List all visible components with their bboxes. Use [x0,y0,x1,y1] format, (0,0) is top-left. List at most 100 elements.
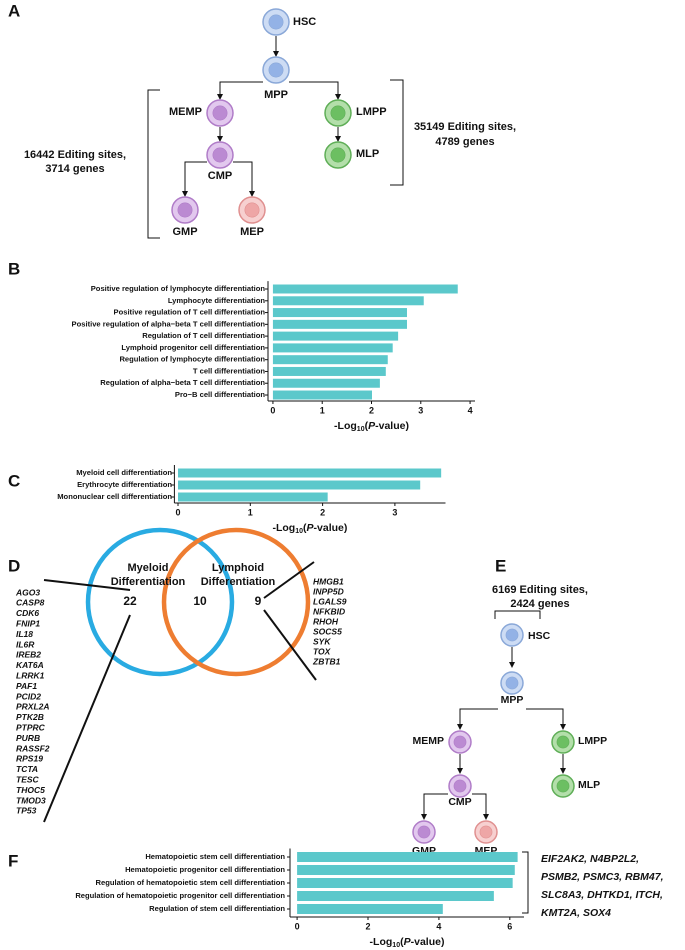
gene: RPS19 [16,754,43,764]
category-label: Regulation of lymphocyte differentiation [119,355,265,364]
gene-list: SLC8A3, DHTKD1, ITCH, [541,889,663,901]
gene: TMOD3 [16,795,46,805]
edge [182,161,207,197]
category-label: Hematopoietic progenitor cell differenti… [125,865,285,874]
bar [272,331,399,341]
category-label: Regulation of stem cell differentiation [149,904,285,913]
gene: IREB2 [16,650,41,660]
edge [472,793,489,820]
cell-nucleus [212,147,228,163]
gene: KAT6A [16,660,44,670]
bar [272,355,388,365]
panel-label: A [8,1,20,20]
panel-label: C [8,471,20,490]
cell-nucleus [268,62,284,78]
gene: PURB [16,733,40,743]
gene: TESC [16,774,40,784]
gene: RASSF2 [16,743,50,753]
category-label: Positive regulation of T cell differenti… [114,308,266,317]
cell-nucleus [177,202,193,218]
cell-nucleus [268,14,284,30]
gene: PRXL2A [16,702,50,712]
gene: HMGB1 [313,576,344,586]
panel-label: D [8,556,20,575]
edge [233,161,255,197]
set-count: 22 [123,594,137,608]
cell-nucleus [479,825,493,839]
connector [263,561,315,599]
category-label: Lymphocyte differentiation [168,296,266,305]
bar [297,865,515,875]
x-axis-label-part: ( [400,936,404,948]
venn-lymphoid [161,527,311,677]
x-tick-label: 2 [365,921,370,931]
cell-label: CMP [448,796,471,808]
gene: NFKBID [313,606,345,616]
cell-label: MLP [578,779,600,791]
x-axis-label-part: -Log [272,522,295,534]
gene: INPP5D [313,586,344,596]
x-axis-label-part: -Log [370,936,393,948]
category-label: Regulation of T cell differentiation [142,331,265,340]
x-axis-label-part: -value) [375,420,409,432]
category-label: Hematopoietic stem cell differentiation [145,852,285,861]
gene: SOCS5 [313,626,342,636]
cell-nucleus [453,735,467,749]
bracket [147,89,160,239]
annotation: 3714 genes [45,163,104,175]
category-label: Regulation of hematopoietic progenitor c… [75,891,285,900]
bar [297,878,513,888]
x-tick-label: 3 [392,507,397,517]
cell-label: MPP [264,89,288,101]
x-tick-label: 0 [295,921,300,931]
cell-label: GMP [172,226,197,238]
gene: IL18 [16,629,33,639]
bracket [522,851,529,914]
gene: PTK2B [16,712,44,722]
x-tick-label: 4 [436,921,441,931]
gene: TOX [313,646,332,656]
gene-list: PSMB2, PSMC3, RBM47, [541,871,664,883]
x-tick-label: 2 [369,405,374,415]
edge [457,708,498,730]
x-tick-label: 1 [248,507,253,517]
category-label: T cell differentiation [193,366,266,375]
annotation: 16442 Editing sites, [24,149,126,161]
connector [43,579,131,591]
cell-nucleus [417,825,431,839]
bar [272,366,386,376]
cell-label: CMP [208,170,232,182]
cell-nucleus [330,147,346,163]
set-count: 10 [193,594,207,608]
gene: PTPRC [16,722,46,732]
category-label: Lymphoid progenitor cell differentiation [121,343,265,352]
x-axis-label-part: 10 [357,426,365,433]
bar [272,296,424,306]
bar [297,904,443,914]
edge [289,81,341,100]
x-axis-label-part: ( [365,420,369,432]
x-axis-label-part: -Log [334,420,357,432]
gene: AGO3 [15,587,40,597]
category-label: Mononuclear cell differentiation [57,492,172,501]
x-axis-label-part: ( [303,522,307,534]
venn-myeloid [85,527,235,677]
bar [272,343,393,353]
bracket [390,79,404,186]
x-tick-label: 3 [418,405,423,415]
bar [272,390,372,400]
x-tick-label: 1 [320,405,325,415]
gene: SYK [313,636,331,646]
edge [526,708,566,730]
category-label: Regulation of alpha−beta T cell differen… [100,378,265,387]
bar [272,319,407,329]
bar [272,308,407,318]
set-title: Differentiation [201,576,276,588]
x-axis-label-part: -value) [411,936,445,948]
bar [178,480,421,490]
cell-nucleus [212,105,228,121]
gene: TP53 [16,806,37,816]
cell-nucleus [453,779,467,793]
x-tick-label: 0 [270,405,275,415]
